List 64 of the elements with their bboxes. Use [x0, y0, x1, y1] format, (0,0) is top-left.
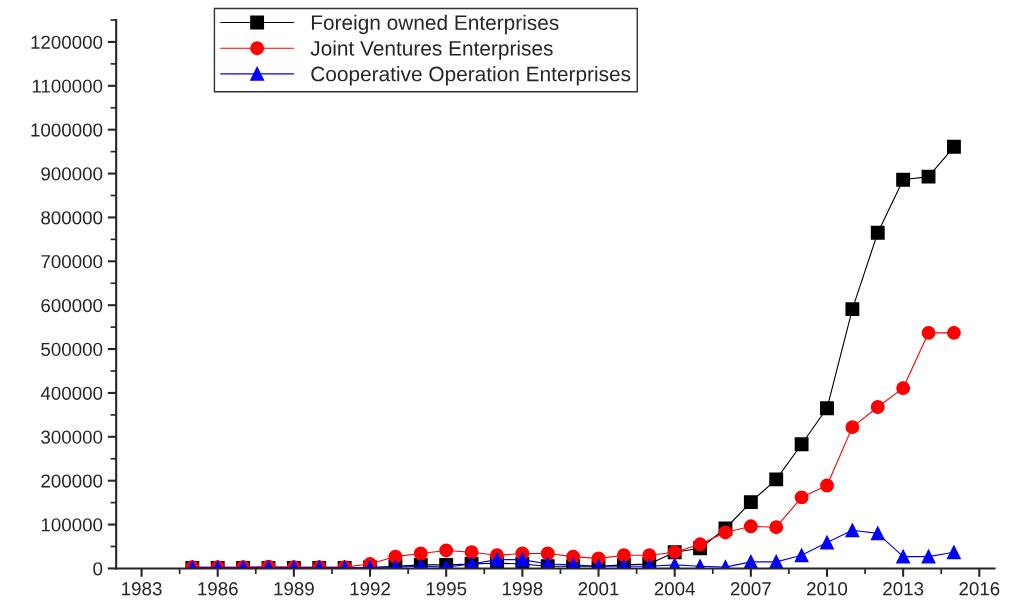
- y-tick-label: 1100000: [32, 79, 103, 93]
- point: [642, 548, 657, 563]
- point: [946, 545, 961, 560]
- x-tick-label: 1986: [198, 582, 238, 596]
- y-tick-label: 1200000: [31, 35, 103, 49]
- y-tick-label: 200000: [41, 474, 103, 488]
- x-tick-label: 2010: [807, 582, 848, 596]
- point: [794, 437, 809, 452]
- y-tick-label: 500000: [41, 342, 103, 357]
- point: [693, 537, 708, 552]
- point: [946, 139, 961, 154]
- point: [845, 420, 860, 435]
- point: [870, 526, 885, 541]
- x-tick-label: 1989: [274, 582, 314, 596]
- x-tick-label: 2016: [959, 582, 1000, 596]
- x-tick-label: 2013: [883, 582, 924, 596]
- y-tick-label: 600000: [41, 298, 103, 313]
- y-tick-label: 900000: [41, 167, 103, 181]
- y-tick-label: 100000: [41, 518, 103, 532]
- point: [921, 325, 936, 340]
- point: [464, 545, 479, 560]
- point: [845, 302, 860, 317]
- legend-label: Cooperative Operation Enterprises: [311, 66, 631, 86]
- x-tick-label: 1998: [502, 582, 543, 596]
- y-tick-label: 1000000: [31, 123, 103, 137]
- point: [794, 490, 809, 505]
- point: [616, 548, 631, 563]
- point: [896, 172, 911, 187]
- point: [870, 400, 885, 414]
- y-tick-label: 800000: [41, 211, 103, 225]
- x-tick-label: 1995: [426, 582, 467, 596]
- point: [718, 525, 733, 540]
- point: [896, 549, 911, 564]
- point: [794, 548, 809, 563]
- point: [388, 549, 403, 564]
- y-tick-label: 300000: [41, 430, 103, 444]
- point: [820, 535, 834, 550]
- legend-label: Foreign owned Enterprises: [311, 14, 559, 35]
- x-tick-label: 2004: [654, 582, 695, 596]
- point: [921, 549, 936, 564]
- point: [769, 472, 784, 487]
- point: [896, 381, 911, 396]
- point: [820, 478, 834, 493]
- point: [743, 495, 758, 510]
- point: [515, 552, 530, 567]
- point: [743, 519, 758, 534]
- point: [921, 169, 936, 184]
- point: [769, 520, 784, 535]
- y-tick-label: 400000: [40, 386, 103, 400]
- point: [870, 225, 885, 240]
- y-tick-label: 700000: [41, 255, 103, 269]
- point: [490, 552, 504, 567]
- legend-label: Joint Ventures Enterprises: [310, 40, 553, 60]
- x-tick-label: 2007: [730, 582, 771, 596]
- x-tick-label: 1983: [122, 582, 162, 596]
- point: [439, 543, 454, 558]
- point: [540, 546, 555, 561]
- point: [413, 546, 428, 561]
- point: [845, 523, 860, 538]
- y-tick-label: 0: [93, 562, 103, 576]
- point: [946, 325, 961, 340]
- x-tick-label: 2001: [578, 582, 619, 596]
- point: [820, 401, 834, 416]
- x-tick-label: 1992: [350, 582, 390, 596]
